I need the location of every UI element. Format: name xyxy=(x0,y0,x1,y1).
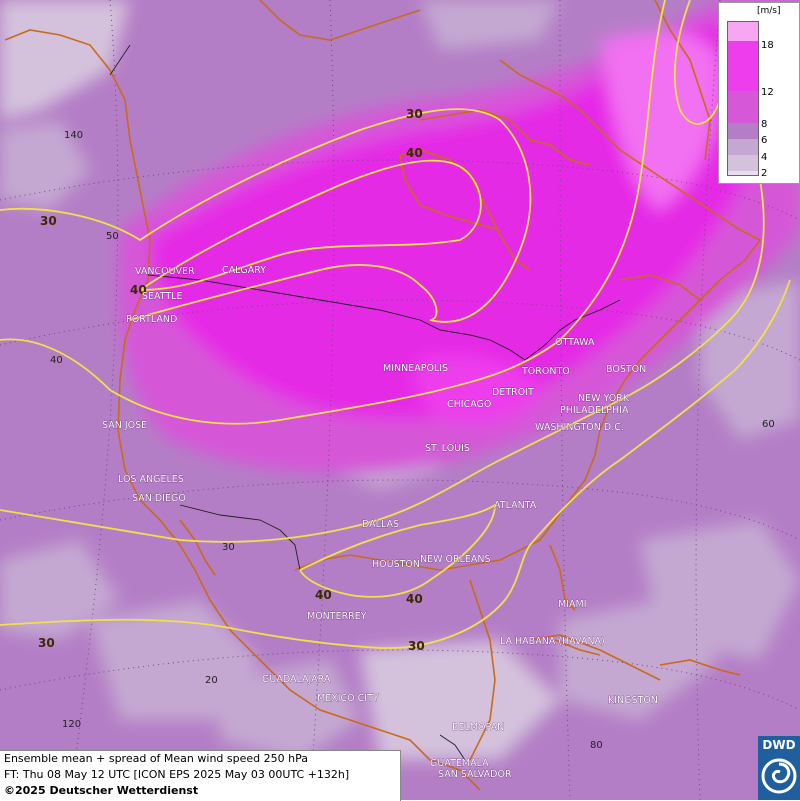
color-legend: [m/s] 18 12 8 6 4 2 xyxy=(718,2,800,184)
city-label: TORONTO xyxy=(521,366,570,377)
city-label: BELMOPAN xyxy=(452,722,504,733)
city-label: WASHINGTON D.C. xyxy=(535,422,624,433)
contour-label: 30 xyxy=(38,636,55,650)
copyright: ©2025 Deutscher Wetterdienst xyxy=(4,784,199,797)
city-label: GUATEMALA xyxy=(430,758,489,769)
city-label: PORTLAND xyxy=(126,314,177,325)
legend-swatch xyxy=(727,91,759,123)
legend-label: 6 xyxy=(761,135,768,146)
grid-label: 140 xyxy=(64,130,83,141)
city-label: OTTAWA xyxy=(555,337,595,348)
map-title: Ensemble mean + spread of Mean wind spee… xyxy=(4,752,308,765)
legend-swatch xyxy=(727,171,759,176)
grid-label: 50 xyxy=(106,231,119,242)
grid-label: 60 xyxy=(762,419,775,430)
legend-swatch xyxy=(727,41,759,91)
contour-label: 30 xyxy=(408,639,425,653)
grid-label: 30 xyxy=(222,542,235,553)
city-label: MIAMI xyxy=(558,599,587,610)
grid-label: 120 xyxy=(62,719,81,730)
grid-label: 20 xyxy=(205,675,218,686)
city-label: LOS ANGELES xyxy=(118,474,184,485)
city-label: DALLAS xyxy=(362,519,399,530)
contour-label: 40 xyxy=(130,283,147,297)
grid-label: 40 xyxy=(50,355,63,366)
contour-label: 30 xyxy=(40,214,57,228)
city-labels: VANCOUVER CALGARY SEATTLE PORTLAND SAN J… xyxy=(102,265,659,781)
legend-label: 12 xyxy=(761,87,774,98)
city-label: BOSTON xyxy=(606,364,646,375)
city-label: MONTERREY xyxy=(307,611,367,622)
legend-label: 4 xyxy=(761,152,768,163)
city-label: SAN JOSE xyxy=(102,420,147,431)
legend-swatch xyxy=(727,155,759,171)
legend-label: 2 xyxy=(761,168,768,179)
city-label: NEW ORLEANS xyxy=(420,554,491,565)
legend-swatch xyxy=(727,123,759,139)
contour-label: 40 xyxy=(406,146,423,160)
city-label: PHILADELPHIA xyxy=(560,405,629,416)
city-label: VANCOUVER xyxy=(135,266,195,277)
legend-swatch xyxy=(727,21,759,42)
city-label: DETROIT xyxy=(492,387,534,398)
city-label: KINGSTON xyxy=(608,695,658,706)
city-label: CALGARY xyxy=(222,265,266,276)
dwd-logo: DWD xyxy=(758,736,800,800)
city-label: GUADALAJARA xyxy=(262,674,331,685)
forecast-time: FT: Thu 08 May 12 UTC [ICON EPS 2025 May… xyxy=(4,768,350,781)
city-label: MEXICO CITY xyxy=(317,693,379,704)
city-label: CHICAGO xyxy=(447,399,491,410)
map-info-box: Ensemble mean + spread of Mean wind spee… xyxy=(0,750,401,801)
city-label: SAN SALVADOR xyxy=(438,769,512,780)
dwd-swirl-icon xyxy=(761,758,797,794)
legend-label: 8 xyxy=(761,119,768,130)
legend-label: 18 xyxy=(761,40,774,51)
contour-labels: 30 40 30 40 40 40 30 30 xyxy=(38,107,425,653)
city-label: NEW YORK xyxy=(578,393,630,404)
contour-label: 40 xyxy=(406,592,423,606)
city-label: HOUSTON xyxy=(372,559,420,570)
city-label: MINNEAPOLIS xyxy=(383,363,448,374)
grid-labels: 140 50 40 30 20 120 60 80 xyxy=(50,130,775,751)
contour-label: 40 xyxy=(315,588,332,602)
city-label: ST. LOUIS xyxy=(425,443,470,454)
city-label: LA HABANA (HAVANA) xyxy=(500,636,605,647)
dwd-logo-text: DWD xyxy=(762,738,796,752)
wind-speed-contours xyxy=(0,0,791,649)
grid-label: 80 xyxy=(590,740,603,751)
legend-swatch xyxy=(727,139,759,155)
legend-unit: [m/s] xyxy=(757,6,781,16)
city-label: SEATTLE xyxy=(142,291,183,302)
contour-label: 30 xyxy=(406,107,423,121)
country-borders xyxy=(109,44,621,761)
city-label: ATLANTA xyxy=(494,500,537,511)
city-label: SAN DIEGO xyxy=(132,493,186,504)
coastlines xyxy=(4,0,761,791)
